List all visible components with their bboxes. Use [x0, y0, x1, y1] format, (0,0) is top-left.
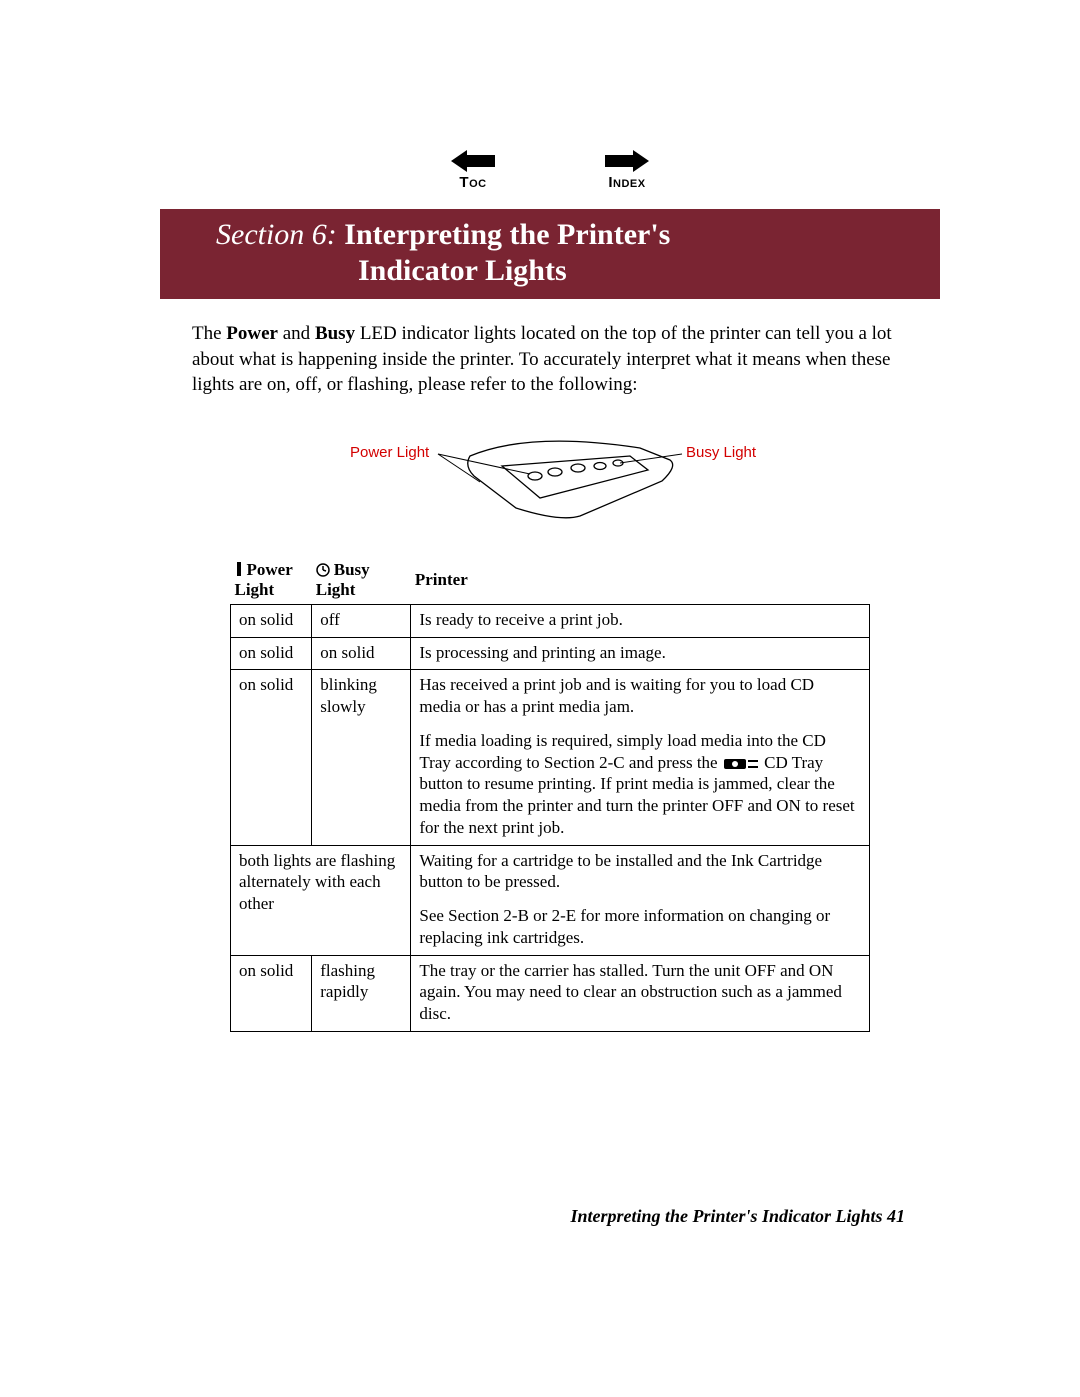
- cell: on solid: [312, 637, 411, 670]
- section-prefix: Section 6:: [216, 218, 337, 251]
- cell: on solid: [231, 670, 312, 845]
- intro-text: The: [192, 323, 226, 344]
- power-light-icon: [235, 561, 243, 577]
- cell: blinking slowly: [312, 670, 411, 845]
- col-busy: Busy Light: [312, 556, 411, 605]
- page-content: Toc Index Section 6: Interpreting the Pr…: [0, 0, 1080, 1032]
- section-banner: Section 6: Interpreting the Printer's In…: [160, 209, 940, 299]
- col-printer-label: Printer: [415, 570, 468, 589]
- cell: off: [312, 604, 411, 637]
- cd-tray-button-icon: [724, 757, 758, 771]
- power-light-callout: Power Light: [350, 444, 430, 461]
- cell-merged: both lights are flashing alternately wit…: [231, 845, 411, 955]
- cell: Has received a print job and is waiting …: [411, 670, 870, 845]
- intro-text: and: [278, 323, 315, 344]
- section-title-line1: Interpreting the Printer's: [344, 218, 670, 251]
- index-label: Index: [608, 174, 645, 191]
- cell-text: Waiting for a cartridge to be installed …: [419, 851, 822, 892]
- cell-text: Has received a print job and is waiting …: [419, 675, 814, 716]
- cell: The tray or the carrier has stalled. Tur…: [411, 955, 870, 1031]
- table-row: on solid off Is ready to receive a print…: [231, 604, 870, 637]
- index-link[interactable]: Index: [605, 150, 649, 191]
- toc-label: Toc: [459, 174, 486, 191]
- page-footer: Interpreting the Printer's Indicator Lig…: [570, 1206, 905, 1227]
- busy-light-callout: Busy Light: [686, 444, 757, 461]
- table-row: on solid on solid Is processing and prin…: [231, 637, 870, 670]
- arrow-left-icon: [451, 150, 495, 172]
- cell-text: See Section 2-B or 2-E for more informat…: [419, 906, 830, 947]
- printer-top-diagram-icon: Power Light Busy Light: [330, 426, 770, 526]
- cell: on solid: [231, 604, 312, 637]
- col-printer: Printer: [411, 556, 870, 605]
- power-bold: Power: [226, 323, 278, 344]
- cell: flashing rapidly: [312, 955, 411, 1031]
- table-row: on solid flashing rapidly The tray or th…: [231, 955, 870, 1031]
- table-row: both lights are flashing alternately wit…: [231, 845, 870, 955]
- cell: Is ready to receive a print job.: [411, 604, 870, 637]
- cell: on solid: [231, 955, 312, 1031]
- section-title-line2: Indicator Lights: [216, 253, 567, 289]
- intro-paragraph: The Power and Busy LED indicator lights …: [190, 321, 910, 398]
- toc-link[interactable]: Toc: [451, 150, 495, 191]
- top-nav: Toc Index: [190, 150, 910, 191]
- busy-light-icon: [316, 563, 330, 577]
- indicator-diagram: Power Light Busy Light: [190, 426, 910, 526]
- cell: Is processing and printing an image.: [411, 637, 870, 670]
- cell: on solid: [231, 637, 312, 670]
- busy-bold: Busy: [315, 323, 355, 344]
- table-row: on solid blinking slowly Has received a …: [231, 670, 870, 845]
- table-header-row: Power Light Busy Light Printer: [231, 556, 870, 605]
- cell: Waiting for a cartridge to be installed …: [411, 845, 870, 955]
- col-power-label: Power Light: [235, 560, 293, 599]
- arrow-right-icon: [605, 150, 649, 172]
- col-power: Power Light: [231, 556, 312, 605]
- section-title: Section 6: Interpreting the Printer's In…: [160, 217, 940, 289]
- indicator-table: Power Light Busy Light Printer on solid …: [230, 556, 870, 1032]
